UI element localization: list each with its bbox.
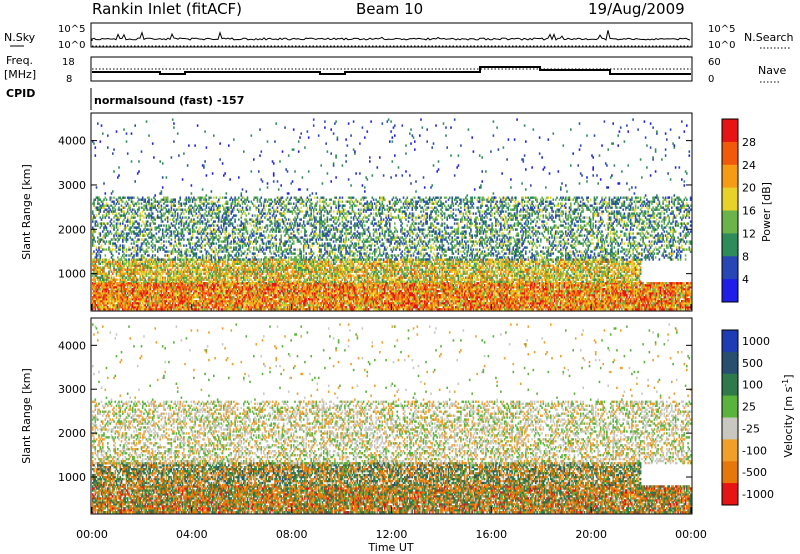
nsky-right-tick-top: 10^5: [708, 24, 735, 35]
cpid-label: CPID: [6, 87, 35, 100]
freq-trace-path: [92, 67, 691, 74]
nsky-tick-top: 10^5: [58, 24, 85, 35]
nsky-trace-path: [92, 30, 690, 41]
freq-trace: [92, 67, 691, 74]
nave-tick-bottom: 0: [708, 74, 714, 85]
nsky-trace: [92, 30, 691, 46]
nsky-tick-bottom: 10^0: [58, 40, 85, 51]
freq-label: Freq.: [6, 54, 33, 67]
nsearch-label: N.Search: [744, 31, 794, 44]
nsky-label: N.Sky: [4, 31, 36, 44]
power-heatmap: [92, 118, 691, 310]
nsky-strip-frame: [91, 23, 692, 47]
freq-tick-top: 18: [62, 57, 75, 68]
nsky-right-tick-bottom: 10^0: [708, 40, 735, 51]
beam-title: Beam 10: [356, 0, 423, 18]
freq-unit-label: [MHz]: [4, 68, 36, 81]
nave-label: Nave: [758, 64, 786, 77]
nave-tick-top: 60: [708, 57, 721, 68]
date-title: 19/Aug/2009: [588, 0, 685, 18]
freq-tick-bottom: 8: [66, 74, 72, 85]
station-title: Rankin Inlet (fitACF): [92, 0, 242, 18]
cpid-value: normalsound (fast) -157: [94, 94, 244, 107]
